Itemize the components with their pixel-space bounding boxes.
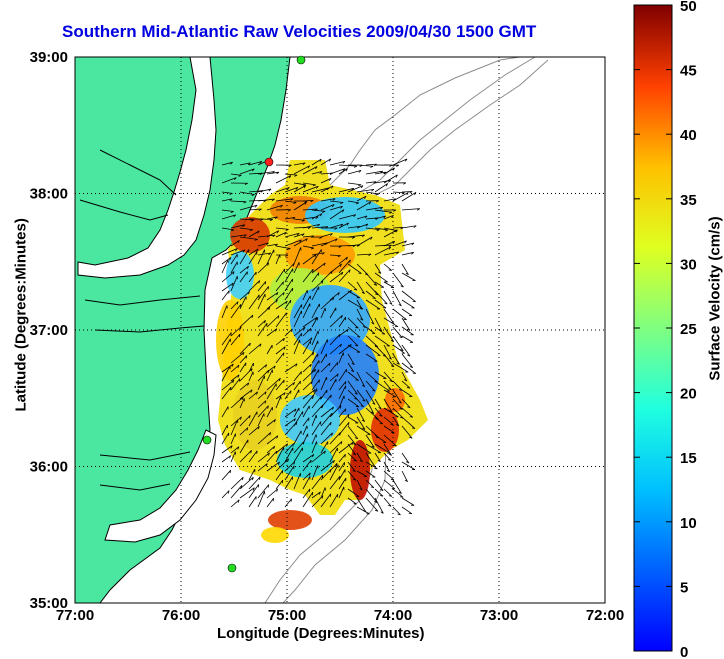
colorbar-tick-label: 20 [680,386,697,403]
x-tick-label: 72:00 [586,607,624,624]
colorbar-tick-label: 45 [680,63,697,80]
y-tick-label: 35:00 [30,595,68,612]
y-tick-label: 36:00 [30,459,68,476]
x-tick-label: 75:00 [268,607,306,624]
x-tick-label: 73:00 [480,607,518,624]
colorbar-tick-label: 35 [680,192,697,209]
colorbar-tick-label: 0 [680,644,688,659]
colorbar: 0 5 10 15 20 25 30 35 40 45 50 [633,0,697,659]
station-marker [264,157,274,167]
velocity-field [216,158,428,543]
grid-lines [75,57,605,603]
x-tick-labels: 77:00 76:00 75:00 74:00 73:00 72:00 [56,607,624,624]
station-marker [296,55,306,65]
colorbar-tick-label: 25 [680,321,697,338]
land-mass [75,57,291,603]
y-tick-label: 37:00 [30,322,68,339]
map-plot-area [74,55,606,604]
colorbar-tick-label: 5 [680,579,688,596]
x-tick-label: 74:00 [374,607,412,624]
x-tick-label: 77:00 [56,607,94,624]
colorbar-tick-labels: 0 5 10 15 20 25 30 35 40 45 50 [634,0,697,659]
station-marker [202,435,212,445]
colorbar-tick-label: 30 [680,256,697,273]
chesapeake-bay [77,57,217,279]
y-tick-label: 38:00 [30,186,68,203]
colorbar-tick-label: 50 [680,0,697,15]
x-tick-label: 76:00 [162,607,200,624]
y-tick-label: 39:00 [30,49,68,66]
x-axis-label: Longitude (Degrees:Minutes) [217,625,425,642]
map-title: Southern Mid-Atlantic Raw Velocities 200… [62,22,537,41]
colorbar-tick-label: 15 [680,450,697,467]
colorbar-tick-label: 40 [680,127,697,144]
y-axis-label: Latitude (Degrees:Minutes) [12,218,30,412]
y-tick-labels: 39:00 38:00 37:00 36:00 35:00 [30,49,68,612]
colorbar-tick-label: 10 [680,515,697,532]
colorbar-label: Surface Velocity (cm/s) [706,216,724,381]
station-marker [227,563,237,573]
